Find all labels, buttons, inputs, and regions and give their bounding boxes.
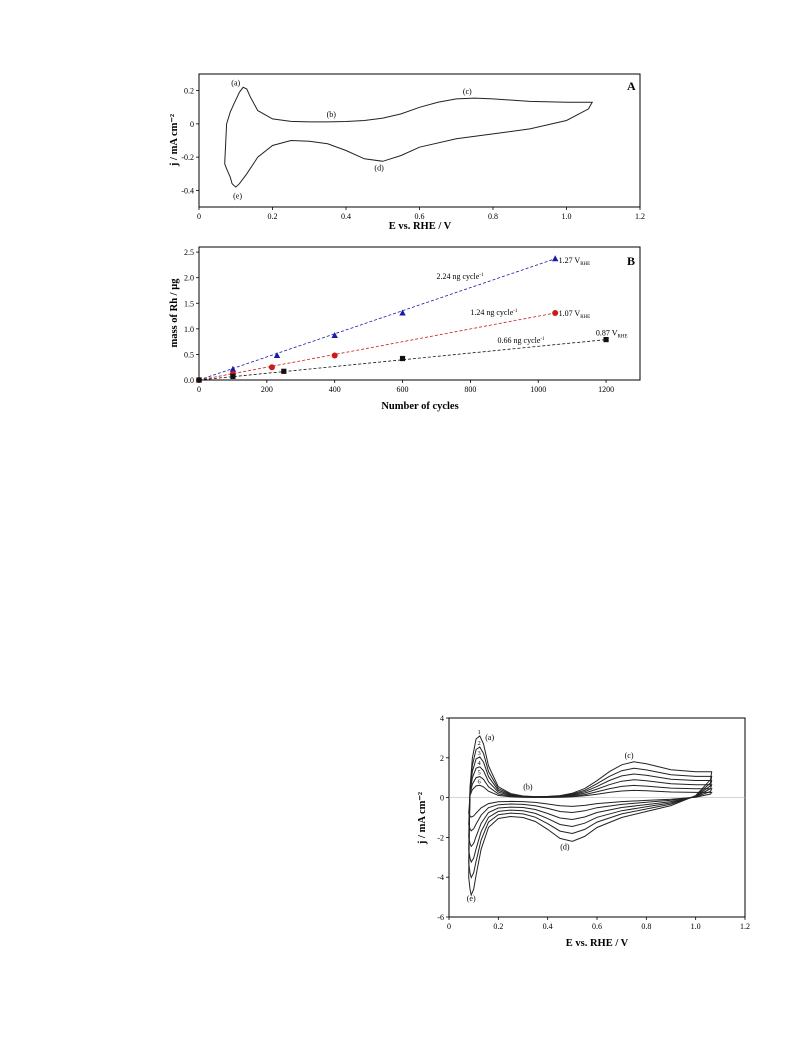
x-tick-label: 1000: [530, 385, 546, 394]
peak-annotation: (e): [467, 894, 476, 903]
x-tick-label: 1.0: [562, 212, 572, 221]
y-tick-label: -4: [437, 873, 444, 882]
data-point: [399, 355, 406, 362]
series-potential-label: 1.27 VRHE: [559, 256, 591, 267]
series-potential-label: 0.87 VRHE: [596, 328, 628, 339]
y-tick-label: -0.4: [181, 186, 194, 195]
x-tick-label: 0: [447, 922, 451, 931]
peak-annotation: (a): [485, 733, 494, 742]
cv-cycle-curve: [468, 746, 713, 880]
x-tick-label: 0.8: [488, 212, 498, 221]
chart-a: 0 0.2 0.4 0.6 0.8 1.0 1.2 -0.4 -0.2 0 0.2 (a) (b) (c…: [169, 73, 645, 230]
x-tick-label: 400: [329, 385, 341, 394]
x-tick-label: 1.2: [740, 922, 750, 931]
y-axis-label: j / mA cm⁻²: [417, 792, 428, 845]
x-tick-label: 0.6: [592, 922, 602, 931]
data-point: [331, 331, 338, 338]
x-axis-label: E vs. RHE / V: [566, 938, 629, 949]
data-point: [230, 373, 236, 380]
cycle-number-label: 2: [477, 740, 480, 747]
x-tick-label: 0.6: [415, 212, 425, 221]
fit-line: [198, 312, 556, 381]
series-slope-label: 1.24 ng cycle-1: [470, 308, 518, 317]
data-point: [281, 368, 287, 374]
cycle-number-label: 6: [477, 778, 481, 785]
x-tick-label: 800: [464, 385, 476, 394]
x-tick-label: 0.8: [641, 922, 651, 931]
x-tick-label: 1200: [598, 385, 614, 394]
peak-annotation: (c): [463, 87, 472, 96]
peak-annotation: (b): [523, 783, 533, 792]
peak-annotation: (e): [233, 192, 242, 201]
cv-cycle-curve: [468, 756, 713, 864]
series-potential-label: 1.07 VRHE: [559, 309, 591, 320]
data-point: [268, 364, 275, 371]
x-axis-label: E vs. RHE / V: [389, 221, 452, 230]
y-tick-label: -6: [437, 913, 444, 922]
y-tick-label: 2: [440, 754, 444, 763]
peak-annotation: (d): [560, 842, 570, 851]
x-tick-label: 0.2: [493, 922, 503, 931]
cv-cycle-curve: [468, 784, 713, 818]
cycle-number-label: 4: [477, 760, 481, 767]
x-tick-label: 0: [197, 212, 201, 221]
data-point: [273, 351, 281, 358]
x-axis-label: Number of cycles: [381, 401, 458, 412]
peak-annotation: (c): [625, 751, 634, 760]
x-tick-label: 0.4: [543, 922, 553, 931]
y-tick-label: 4: [440, 714, 444, 723]
data-point: [229, 365, 237, 372]
y-tick-label: -0.2: [181, 153, 194, 162]
y-tick-label: 0.2: [184, 87, 194, 96]
plot-frame: [198, 73, 641, 208]
plot-frame: [198, 246, 641, 381]
panel-label: A: [627, 79, 636, 93]
y-tick-label: 1.5: [184, 299, 194, 308]
cycle-number-label: 5: [477, 770, 480, 777]
cv-cycle-curve: [468, 766, 713, 848]
y-tick-label: 2.0: [184, 274, 194, 283]
cv-cycle-curve: [468, 776, 713, 832]
series-slope-label: 0.66 ng cycle-1: [498, 336, 546, 345]
chart-c: 0 0.2 0.4 0.6 0.8 1.0 1.2 -6 -4 -2 0 2 4 1 2 3 4 56 (a) (b…: [417, 714, 750, 949]
x-tick-label: 1.0: [691, 922, 701, 931]
x-tick-label: 1.2: [635, 212, 645, 221]
y-axis-label: j / mA cm⁻²: [169, 114, 180, 167]
fit-line: [198, 339, 607, 381]
data-point: [399, 309, 406, 316]
data-point: [552, 309, 559, 316]
data-point: [331, 352, 338, 359]
x-tick-label: 0.2: [268, 212, 278, 221]
cycle-number-label: 1: [477, 729, 480, 736]
chart-b: 0 200 400 600 800 1000 12000.00.51.01.52.02.5 …: [169, 246, 641, 412]
x-tick-label: 600: [397, 385, 409, 394]
peak-annotation: (a): [231, 79, 240, 88]
y-tick-label: -2: [437, 833, 444, 842]
fit-line: [198, 258, 556, 381]
x-tick-label: 200: [261, 385, 273, 394]
cycle-number-label: 3: [477, 750, 480, 757]
cv-curve: [224, 86, 594, 188]
y-tick-label: 2.5: [184, 248, 194, 257]
y-axis-label: mass of Rh / µg: [169, 278, 180, 348]
data-point: [603, 336, 609, 343]
peak-annotation: (b): [327, 110, 337, 119]
cv-cycle-curve: [468, 735, 713, 897]
x-tick-label: 0: [197, 385, 201, 394]
y-tick-label: 0.0: [184, 376, 194, 385]
y-tick-label: 0.5: [184, 350, 194, 359]
y-tick-label: 1.0: [184, 325, 194, 334]
x-tick-label: 0.4: [341, 212, 351, 221]
y-tick-label: 0: [190, 120, 194, 129]
data-point: [196, 377, 202, 383]
peak-annotation: (d): [374, 163, 384, 172]
panel-label: B: [627, 254, 635, 268]
series-slope-label: 2.24 ng cycle-1: [436, 272, 484, 281]
y-tick-label: 0: [440, 794, 444, 803]
data-point: [551, 255, 559, 262]
